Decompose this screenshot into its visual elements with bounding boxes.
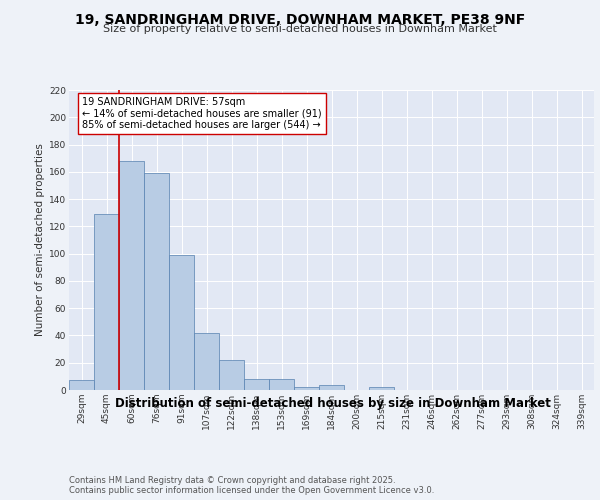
Y-axis label: Number of semi-detached properties: Number of semi-detached properties bbox=[35, 144, 45, 336]
Text: Size of property relative to semi-detached houses in Downham Market: Size of property relative to semi-detach… bbox=[103, 24, 497, 34]
Bar bbox=[119, 161, 144, 390]
Bar bbox=[69, 380, 94, 390]
Text: Contains HM Land Registry data © Crown copyright and database right 2025.
Contai: Contains HM Land Registry data © Crown c… bbox=[69, 476, 434, 495]
Bar bbox=[94, 214, 119, 390]
Bar bbox=[194, 332, 219, 390]
Bar bbox=[369, 388, 394, 390]
Bar bbox=[319, 384, 344, 390]
Bar bbox=[294, 388, 319, 390]
Bar bbox=[269, 379, 294, 390]
Text: 19, SANDRINGHAM DRIVE, DOWNHAM MARKET, PE38 9NF: 19, SANDRINGHAM DRIVE, DOWNHAM MARKET, P… bbox=[75, 12, 525, 26]
Text: 19 SANDRINGHAM DRIVE: 57sqm
← 14% of semi-detached houses are smaller (91)
85% o: 19 SANDRINGHAM DRIVE: 57sqm ← 14% of sem… bbox=[82, 97, 322, 130]
Bar bbox=[219, 360, 244, 390]
Bar bbox=[169, 255, 194, 390]
Bar bbox=[244, 379, 269, 390]
Bar bbox=[144, 173, 169, 390]
Text: Distribution of semi-detached houses by size in Downham Market: Distribution of semi-detached houses by … bbox=[115, 398, 551, 410]
